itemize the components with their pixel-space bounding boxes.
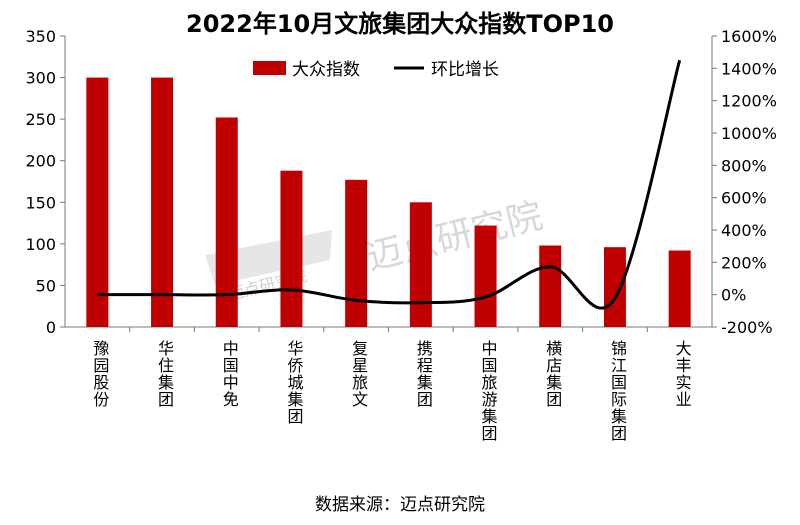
category-label: 中国中免	[219, 340, 239, 408]
category-label: 横店集团	[543, 340, 563, 408]
category-label: 豫园股份	[90, 340, 110, 408]
left-tick-label: 100	[25, 235, 56, 254]
bar-豫园股份	[86, 77, 109, 327]
left-tick-label: 200	[25, 152, 56, 171]
category-label: 携程集团	[413, 340, 433, 408]
legend-swatch-bar	[253, 61, 286, 75]
watermark-text: 迈点研究院	[362, 195, 547, 278]
left-tick-label: 0	[46, 318, 56, 337]
left-tick-label: 150	[25, 193, 56, 212]
right-tick-label: 1600%	[721, 27, 777, 46]
right-tick-label: 600%	[721, 189, 767, 208]
bar-华住集团	[151, 77, 174, 327]
category-label: 锦江国际集团	[607, 340, 627, 442]
left-tick-label: 350	[25, 27, 56, 46]
bar-中国中免	[215, 117, 238, 327]
right-tick-label: 800%	[721, 156, 767, 175]
bar-携程集团	[409, 202, 432, 327]
right-tick-label: 1200%	[721, 92, 777, 111]
right-tick-label: 1000%	[721, 124, 777, 143]
category-label: 中国旅游集团	[478, 340, 498, 442]
category-label: 华侨城集团	[284, 340, 304, 425]
right-tick-label: 400%	[721, 221, 767, 240]
growth-line	[97, 59, 682, 310]
bar-华侨城集团	[280, 170, 303, 327]
left-tick-label: 300	[25, 69, 56, 88]
left-tick-label: 50	[36, 276, 56, 295]
legend-label-line: 环比增长	[431, 60, 499, 80]
right-tick-label: 0%	[721, 286, 746, 305]
source-note: 数据来源：迈点研究院	[315, 495, 485, 515]
left-tick-label: 250	[25, 110, 56, 129]
category-label: 大丰实业	[672, 340, 692, 408]
bar-复星旅文	[345, 179, 368, 327]
chart-title: 2022年10月文旅集团大众指数TOP10	[186, 10, 614, 38]
right-tick-label: 1400%	[721, 59, 777, 78]
category-label: 复星旅文	[349, 340, 369, 408]
right-tick-label: -200%	[721, 318, 773, 337]
right-tick-label: 200%	[721, 253, 767, 272]
legend-label-bar: 大众指数	[292, 60, 360, 80]
bar-锦江国际集团	[603, 247, 626, 327]
bar-大丰实业	[668, 250, 691, 327]
category-label: 华住集团	[155, 340, 175, 408]
bar-横店集团	[539, 245, 562, 327]
bar-中国旅游集团	[474, 225, 497, 327]
